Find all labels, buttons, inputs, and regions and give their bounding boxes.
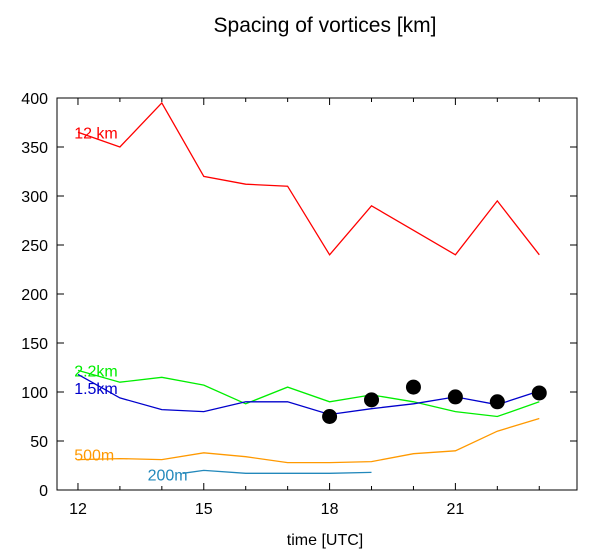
observation-point [447, 389, 463, 405]
x-tick-label: 18 [321, 501, 339, 518]
series-label: 1.5km [74, 381, 118, 398]
y-tick-label: 0 [39, 483, 48, 500]
y-tick-label: 100 [21, 385, 48, 402]
y-tick-label: 400 [21, 91, 48, 108]
observation-point [489, 394, 505, 410]
x-tick-label: 21 [446, 501, 464, 518]
observation-point [531, 385, 547, 401]
series-line [77, 101, 540, 256]
chart-title: Spacing of vortices [km] [213, 14, 437, 37]
series-label: 500m [74, 448, 114, 465]
y-tick-label: 150 [21, 336, 48, 353]
y-tick-label: 200 [21, 287, 48, 304]
x-tick-label: 12 [69, 501, 87, 518]
series-label: 2.2km [74, 363, 118, 380]
series-label: 12 km [74, 125, 118, 142]
series-line [182, 469, 372, 474]
series-label: 200m [148, 467, 188, 484]
observation-point [364, 392, 380, 408]
y-tick-label: 300 [21, 189, 48, 206]
y-tick-label: 350 [21, 140, 48, 157]
series-line [77, 369, 540, 418]
y-tick-label: 250 [21, 238, 48, 255]
y-tick-label: 50 [30, 434, 48, 451]
x-axis-label: time [UTC] [286, 532, 364, 549]
observation-point [405, 379, 421, 395]
observation-point [322, 409, 338, 424]
series-line [77, 417, 540, 464]
x-tick-label: 15 [195, 501, 213, 518]
